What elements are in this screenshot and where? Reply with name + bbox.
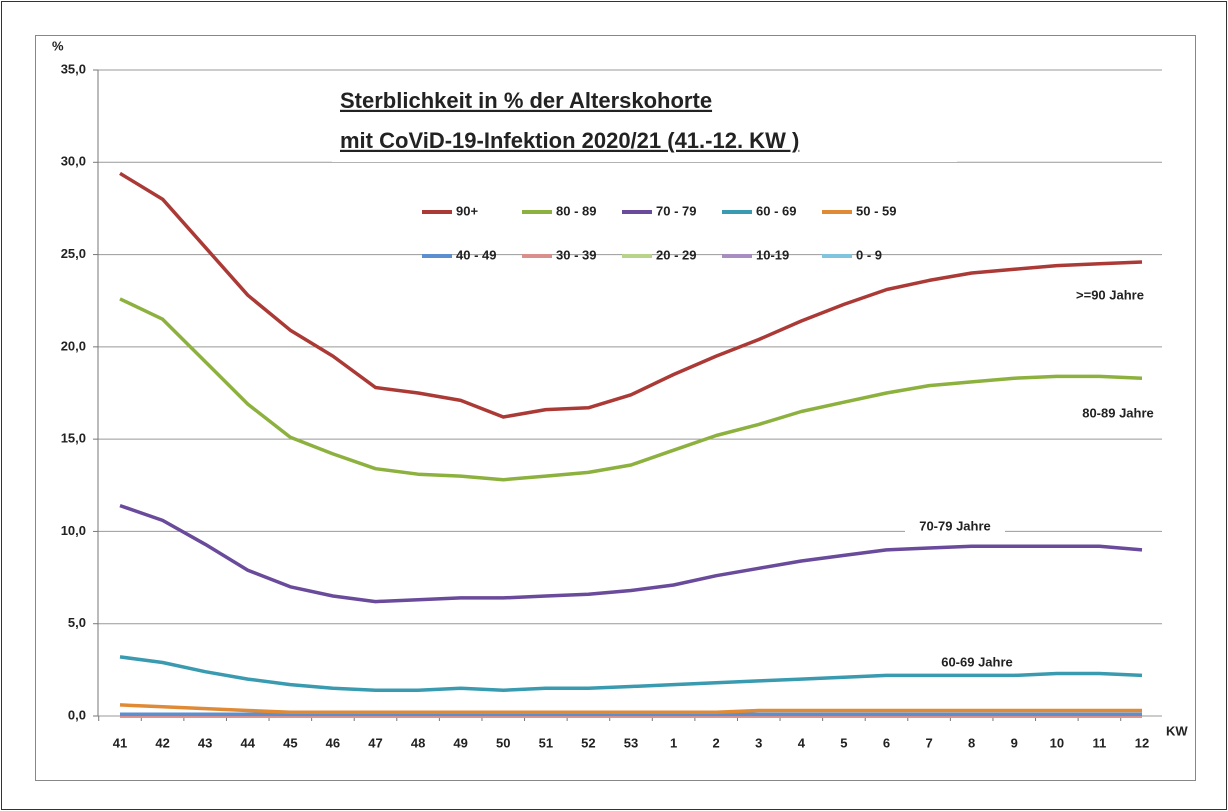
chart-title: Sterblichkeit in % der Alterskohorte (340, 88, 712, 113)
x-tick-label: 49 (453, 735, 467, 750)
legend-label: 60 - 69 (756, 203, 796, 218)
y-tick-label: 10,0 (61, 523, 86, 538)
x-tick-label: 53 (624, 735, 638, 750)
series-line (119, 503, 1143, 604)
annotation: 70-79 Jahre (919, 518, 991, 533)
x-tick-label: 47 (368, 735, 382, 750)
x-tick-label: 10 (1050, 735, 1064, 750)
legend-label: 80 - 89 (556, 203, 596, 218)
legend-label: 10-19 (756, 247, 789, 262)
annotation-bg (927, 654, 1027, 672)
x-tick-label: 41 (113, 735, 127, 750)
x-tick-label: 48 (411, 735, 425, 750)
x-tick-label: 46 (326, 735, 340, 750)
x-tick-label: 9 (1011, 735, 1018, 750)
y-tick-label: 25,0 (61, 246, 86, 261)
y-axis-label: % (52, 38, 64, 53)
x-tick-label: 2 (713, 735, 720, 750)
x-tick-label: 4 (798, 735, 806, 750)
legend-label: 20 - 29 (656, 247, 696, 262)
series-line (119, 655, 1143, 692)
chart-title: mit CoViD-19-Infektion 2020/21 (41.-12. … (340, 128, 799, 153)
x-tick-label: 45 (283, 735, 297, 750)
x-tick-label: 11 (1093, 735, 1107, 750)
x-tick-label: 8 (968, 735, 975, 750)
legend-label: 0 - 9 (856, 247, 882, 262)
x-tick-label: 42 (155, 735, 169, 750)
y-tick-label: 30,0 (61, 154, 86, 169)
annotation: >=90 Jahre (1076, 287, 1144, 302)
x-tick-label: 43 (198, 735, 212, 750)
x-tick-label: 6 (883, 735, 890, 750)
annotation: 80-89 Jahre (1082, 405, 1154, 420)
x-tick-label: 3 (755, 735, 762, 750)
title-bg (332, 82, 957, 162)
y-tick-label: 15,0 (61, 431, 86, 446)
x-tick-label: 12 (1135, 735, 1149, 750)
x-tick-label: 44 (241, 735, 256, 750)
legend-label: 50 - 59 (856, 203, 896, 218)
legend-label: 70 - 79 (656, 203, 696, 218)
x-tick-label: 1 (670, 735, 677, 750)
y-tick-label: 0,0 (68, 707, 86, 722)
legend-label: 40 - 49 (456, 247, 496, 262)
x-tick-label: 5 (840, 735, 847, 750)
x-tick-label: 50 (496, 735, 510, 750)
legend-label: 30 - 39 (556, 247, 596, 262)
annotation: 60-69 Jahre (941, 654, 1013, 669)
x-tick-label: 52 (581, 735, 595, 750)
annotation-bg (905, 518, 1005, 536)
x-tick-label: 51 (539, 735, 553, 750)
x-tick-label: 7 (925, 735, 932, 750)
y-tick-label: 5,0 (68, 615, 86, 630)
series-line (119, 171, 1143, 419)
series-line (119, 297, 1143, 482)
y-tick-label: 20,0 (61, 338, 86, 353)
x-axis-label: KW (1166, 723, 1188, 738)
y-tick-label: 35,0 (61, 61, 86, 76)
legend-label: 90+ (456, 203, 478, 218)
series-line (119, 703, 1142, 715)
